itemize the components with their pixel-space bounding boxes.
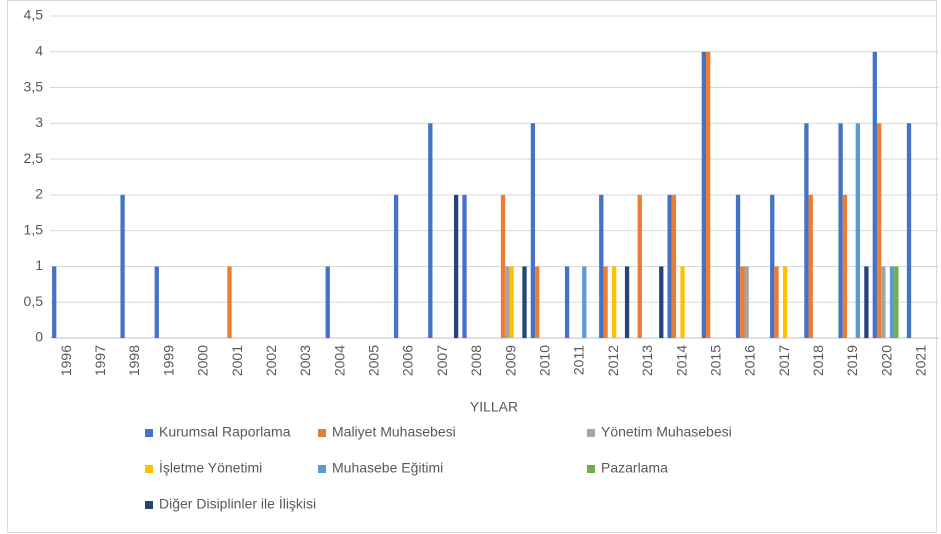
x-tick-label: 1997: [92, 345, 108, 376]
legend-swatch: [587, 465, 595, 473]
legend-label: Pazarlama: [601, 460, 668, 476]
bar: [842, 194, 848, 338]
x-tick-label: 2018: [810, 345, 826, 376]
bar: [154, 266, 159, 338]
bar: [603, 266, 608, 338]
y-tick-label: 1: [35, 257, 43, 273]
x-tick-label: 2011: [571, 345, 587, 375]
bar: [706, 51, 711, 339]
bar: [659, 266, 664, 338]
bar: [52, 266, 57, 338]
bar: [671, 194, 677, 338]
bar: [838, 123, 843, 338]
legend-swatch: [145, 501, 153, 509]
x-tick-label: 2004: [331, 345, 347, 376]
legend-label: Yönetim Muhasebesi: [601, 424, 732, 440]
x-tick-label: 2010: [536, 345, 552, 376]
y-tick-label: 3,5: [24, 78, 44, 94]
bar: [744, 266, 749, 338]
legend-label: İşletme Yönetimi: [159, 459, 262, 476]
x-tick-label: 2003: [297, 345, 313, 376]
bar: [612, 266, 617, 338]
x-tick-label: 2017: [776, 345, 792, 376]
bar: [740, 266, 745, 338]
x-tick-label: 2007: [434, 345, 450, 376]
bar: [325, 266, 330, 338]
bar: [227, 266, 232, 338]
x-axis-title: YILLAR: [470, 399, 518, 415]
x-tick-label: 2016: [742, 345, 758, 376]
bar: [462, 194, 467, 338]
x-tick-label: 2014: [673, 345, 689, 376]
y-tick-label: 4,5: [24, 7, 44, 23]
bar: [855, 123, 860, 338]
bar: [624, 266, 630, 338]
x-tick-label: 1998: [126, 345, 142, 376]
x-tick-label: 1999: [160, 345, 176, 376]
x-tick-label: 2008: [468, 345, 484, 376]
legend-swatch: [145, 429, 153, 437]
bar: [428, 123, 433, 338]
bar: [864, 266, 869, 338]
bar: [500, 194, 506, 338]
bar: [637, 194, 642, 338]
bar: [770, 194, 775, 338]
bar: [782, 266, 788, 338]
x-tick-label: 2019: [844, 345, 860, 376]
y-tick-label: 4: [35, 42, 43, 58]
x-tick-label: 1996: [58, 345, 74, 376]
y-tick-label: 2,5: [24, 150, 44, 166]
bar: [509, 266, 514, 338]
legend-swatch: [145, 465, 153, 473]
y-tick-label: 3: [35, 114, 43, 130]
bar: [505, 266, 510, 338]
bar: [804, 123, 809, 338]
y-tick-label: 1,5: [24, 221, 44, 237]
x-tick-label: 2020: [878, 345, 894, 376]
legend-label: Maliyet Muhasebesi: [332, 424, 456, 440]
bar: [774, 266, 779, 338]
legend-label: Kurumsal Raporlama: [159, 424, 291, 440]
x-tick-label: 2013: [639, 345, 655, 376]
bar: [894, 266, 899, 338]
bar: [535, 266, 540, 338]
x-tick-label: 2012: [605, 345, 621, 376]
bar: [393, 194, 399, 338]
bar: [680, 266, 685, 338]
bar: [876, 123, 882, 338]
bar: [735, 194, 741, 338]
y-tick-label: 0,5: [24, 293, 44, 309]
legend-label: Muhasebe Eğitimi: [332, 460, 443, 476]
legend-swatch: [587, 429, 595, 437]
bar: [453, 194, 459, 338]
bar: [120, 194, 125, 338]
bar: [889, 266, 895, 338]
bar: [872, 51, 877, 339]
bar: [906, 123, 912, 338]
y-tick-label: 2: [35, 186, 43, 202]
bar: [667, 194, 672, 338]
bar: [599, 194, 604, 338]
bar: [582, 266, 587, 338]
x-tick-label: 2015: [707, 345, 723, 376]
bar: [808, 194, 813, 338]
legend-swatch: [318, 429, 326, 437]
x-tick-label: 2000: [195, 345, 211, 376]
x-tick-label: 2005: [366, 345, 382, 376]
bar: [522, 266, 527, 338]
legend-swatch: [318, 465, 326, 473]
legend-label: Diğer Disiplinler ile İlişkisi: [159, 495, 316, 512]
y-tick-label: 0: [35, 329, 43, 345]
bar: [530, 123, 536, 338]
x-tick-label: 2001: [229, 345, 245, 376]
x-tick-label: 2009: [502, 345, 518, 376]
x-tick-label: 2002: [263, 345, 279, 376]
x-tick-label: 2021: [913, 345, 929, 376]
bar: [701, 51, 706, 339]
x-tick-label: 2006: [400, 345, 416, 376]
bar: [881, 266, 886, 338]
bar: [564, 266, 570, 338]
